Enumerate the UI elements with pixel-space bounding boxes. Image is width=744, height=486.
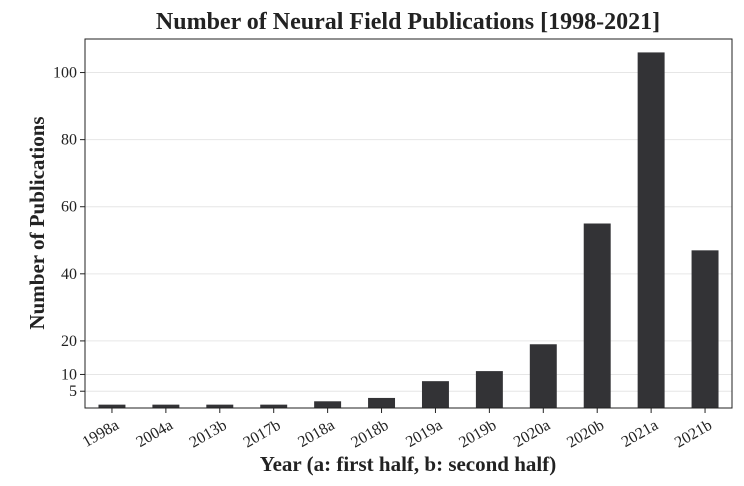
- x-tick-label: 1998a: [80, 417, 122, 451]
- y-tick-label: 80: [61, 132, 77, 149]
- bar-2021b: [691, 250, 719, 408]
- y-tick-label: 40: [61, 266, 77, 283]
- bars: [98, 52, 719, 408]
- x-tick-label: 2018a: [295, 417, 337, 451]
- bar-2019a: [421, 381, 449, 408]
- bar-1998a: [98, 404, 126, 408]
- bar-2013b: [206, 404, 234, 408]
- x-tick-label: 2019a: [403, 417, 445, 451]
- x-tick-label: 2018b: [348, 417, 391, 452]
- bar-2020b: [583, 223, 611, 408]
- bar-2021a: [637, 52, 665, 408]
- y-tick-label: 5: [69, 383, 77, 400]
- y-axis-label: Number of Publications: [25, 116, 49, 329]
- bar-2020a: [529, 344, 557, 408]
- x-tick-label: 2021a: [619, 417, 661, 451]
- x-axis-label: Year (a: first half, b: second half): [260, 452, 557, 476]
- bar-2017b: [260, 404, 288, 408]
- y-tick-label: 20: [61, 333, 77, 350]
- x-tick-label: 2020a: [511, 417, 553, 451]
- y-tick-label: 100: [53, 65, 77, 82]
- x-tick-label: 2020b: [564, 417, 607, 452]
- x-axis-ticks: 1998a 2004a 2013b 2017b 2018a 2018b 2019a 2019b…: [80, 408, 715, 451]
- bar-2004a: [152, 404, 180, 408]
- x-tick-label: 2004a: [134, 417, 176, 451]
- bar-2019b: [475, 371, 503, 408]
- bar-2018a: [314, 401, 342, 408]
- y-tick-label: 60: [61, 199, 77, 216]
- bar-2018b: [368, 397, 396, 408]
- x-tick-label: 2019b: [456, 417, 499, 452]
- x-tick-label: 2017b: [241, 417, 284, 452]
- x-tick-label: 2013b: [187, 417, 230, 452]
- gridlines: [85, 72, 732, 392]
- plot-frame: [84, 38, 733, 409]
- chart-title: Number of Neural Field Publications [199…: [156, 9, 660, 35]
- y-tick-label: 10: [61, 366, 77, 383]
- y-axis-ticks: 510 20 40 60 80 100: [53, 65, 85, 400]
- x-tick-label: 2021b: [672, 417, 715, 452]
